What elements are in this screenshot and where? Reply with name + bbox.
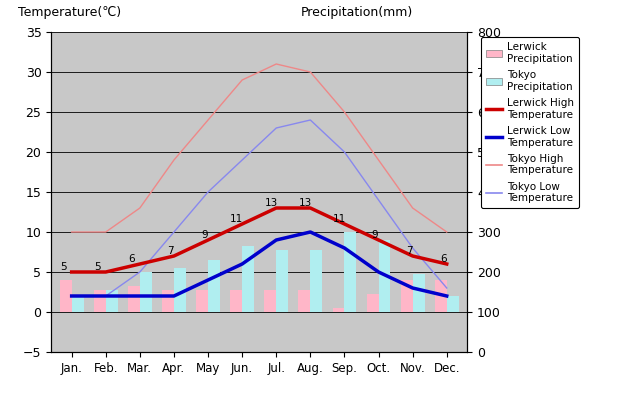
Text: Precipitation(mm): Precipitation(mm) — [301, 6, 413, 19]
Text: 9: 9 — [201, 230, 208, 240]
Bar — [162, 290, 174, 312]
Text: 6: 6 — [128, 254, 134, 264]
Bar — [367, 294, 378, 312]
Bar — [140, 272, 152, 312]
Bar — [208, 260, 220, 312]
Bar — [310, 250, 323, 312]
Bar — [401, 280, 413, 312]
Bar — [94, 290, 106, 312]
Text: 9: 9 — [372, 230, 378, 240]
Bar — [106, 290, 118, 312]
Bar — [196, 290, 208, 312]
Bar — [242, 246, 254, 312]
Bar — [60, 280, 72, 312]
Bar — [378, 240, 390, 312]
Text: 11: 11 — [333, 214, 346, 224]
Bar — [174, 268, 186, 312]
Text: 5: 5 — [60, 262, 67, 272]
Legend: Lerwick
Precipitation, Tokyo
Precipitation, Lerwick High
Temperature, Lerwick Lo: Lerwick Precipitation, Tokyo Precipitati… — [481, 37, 579, 208]
Bar — [344, 232, 356, 312]
Bar — [333, 308, 344, 312]
Text: 13: 13 — [298, 198, 312, 208]
Text: 7: 7 — [167, 246, 173, 256]
Bar — [128, 286, 140, 312]
Bar — [413, 274, 424, 312]
Text: 6: 6 — [440, 254, 447, 264]
Bar — [72, 296, 84, 312]
Text: 7: 7 — [406, 246, 412, 256]
Text: 11: 11 — [230, 214, 243, 224]
Text: 13: 13 — [264, 198, 278, 208]
Bar — [298, 290, 310, 312]
Bar — [276, 250, 288, 312]
Bar — [447, 296, 459, 312]
Bar — [230, 290, 242, 312]
Bar — [435, 280, 447, 312]
Text: Temperature(℃): Temperature(℃) — [18, 6, 121, 19]
Text: 5: 5 — [94, 262, 100, 272]
Bar — [264, 290, 276, 312]
